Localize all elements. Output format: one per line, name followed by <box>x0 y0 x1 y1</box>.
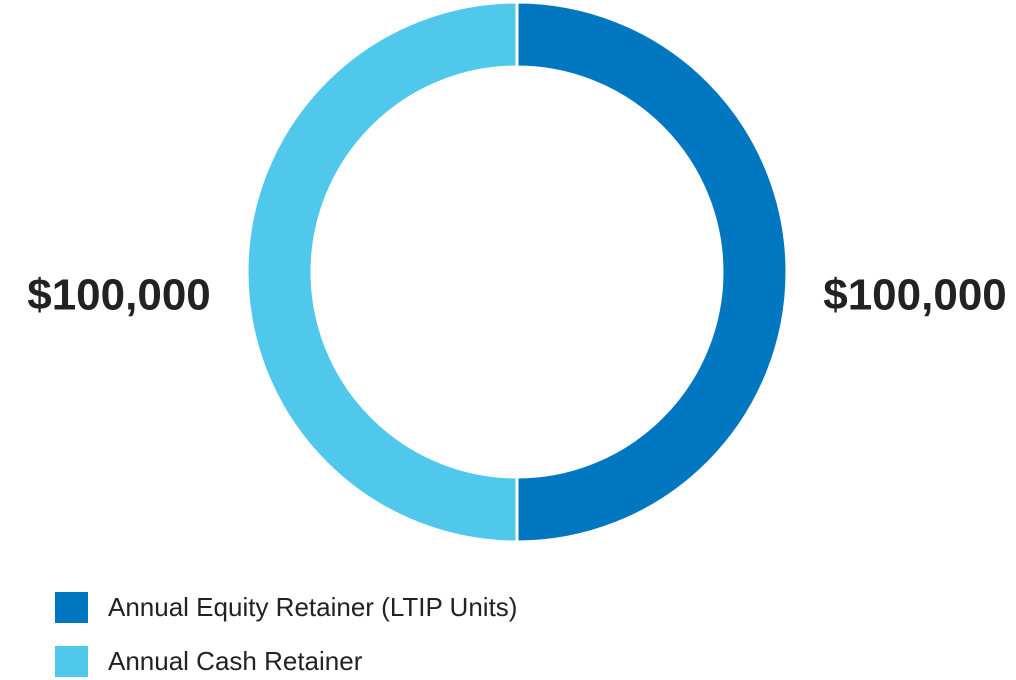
legend-swatch <box>55 646 88 677</box>
legend-label: Annual Cash Retainer <box>108 646 363 676</box>
legend-swatch <box>55 592 88 623</box>
donut-segment <box>245 0 519 544</box>
legend-label: Annual Equity Retainer (LTIP Units) <box>108 592 517 622</box>
value-label: $100,000 <box>27 271 211 320</box>
value-label: $100,000 <box>823 271 1007 320</box>
donut-segment <box>515 0 789 544</box>
